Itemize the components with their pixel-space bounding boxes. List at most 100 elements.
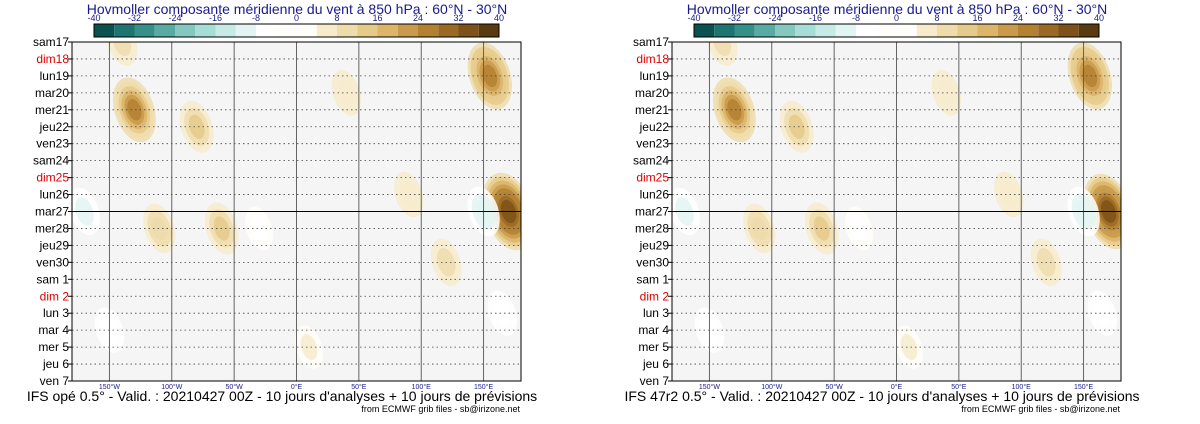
colorbar-swatch	[815, 24, 836, 37]
wind-anomaly-feature	[112, 77, 156, 143]
day-label: mar20	[35, 86, 69, 100]
chart-title: Hovmoller composante méridienne du vent …	[87, 1, 508, 17]
wind-anomaly-contour	[900, 334, 918, 361]
longitude-label: 0°E	[291, 383, 303, 391]
colorbar-tick-label: -32	[128, 13, 141, 23]
colorbar	[693, 23, 1100, 38]
day-label: mer21	[635, 103, 669, 117]
wind-anomaly-feature	[894, 325, 923, 369]
source-credit: from ECMWF grib files - sb@irizone.net	[361, 404, 520, 414]
longitude-label: 150°W	[699, 383, 720, 391]
colorbar-tick-label: 8	[934, 13, 939, 23]
wind-anomaly-contour	[188, 114, 205, 139]
colorbar-tick-label: -16	[209, 13, 222, 23]
wind-anomaly-feature	[179, 100, 214, 153]
wind-anomaly-contour	[751, 216, 767, 241]
colorbar-swatch	[357, 24, 378, 37]
wind-anomaly-contour	[337, 79, 356, 107]
colorbar-tick-label: 16	[972, 13, 982, 23]
day-label: dim 2	[640, 289, 670, 303]
longitude-label: 50°W	[826, 383, 844, 391]
day-label: mer28	[635, 221, 669, 235]
colorbar-swatch	[276, 24, 297, 37]
colorbar-swatch	[1078, 24, 1099, 37]
colorbar	[93, 23, 500, 38]
wind-anomaly-contour	[482, 64, 498, 88]
longitude-label: 100°E	[412, 383, 431, 391]
wind-anomaly-contour	[1093, 299, 1112, 327]
day-label: mar 4	[38, 323, 69, 337]
colorbar-swatch	[175, 24, 196, 37]
wind-anomaly-feature	[712, 77, 756, 143]
footer-caption: IFS 47r2 0.5° - Valid. : 20210427 00Z - …	[624, 388, 1139, 404]
colorbar-tick-label: -8	[852, 13, 860, 23]
wind-anomaly-contour	[106, 42, 138, 66]
day-label: jeu 6	[42, 357, 69, 371]
longitude-axis-labels: 150°W 100°W 50°W 0°E 50°E 100°E 150°E	[99, 383, 494, 391]
colorbar-swatch	[997, 24, 1018, 37]
day-label: jeu22	[639, 120, 670, 134]
day-label: mar27	[35, 205, 69, 219]
plot-area	[672, 42, 1121, 381]
day-label: sam17	[633, 35, 669, 49]
wind-anomaly-contour	[999, 180, 1018, 209]
colorbar-swatch	[795, 24, 816, 37]
colorbar-frame	[693, 23, 1100, 38]
wind-anomaly-feature	[845, 206, 874, 251]
day-label: ven 7	[640, 374, 670, 388]
wind-anomaly-feature	[931, 70, 962, 116]
colorbar-tick-label: 0	[894, 13, 899, 23]
colorbar-swatch	[418, 24, 439, 37]
colorbar-tick-label: -40	[87, 13, 100, 23]
day-label: lun26	[40, 188, 70, 202]
colorbar-swatch	[114, 24, 135, 37]
colorbar-tick-label: 40	[1094, 13, 1104, 23]
day-label: dim18	[636, 52, 669, 66]
colorbar-swatch	[397, 24, 418, 37]
colorbar-tick-label: -24	[168, 13, 181, 23]
colorbar-swatch	[916, 24, 937, 37]
colorbar-tick-label: -32	[728, 13, 741, 23]
day-label: jeu29	[639, 238, 670, 252]
day-label: sam24	[633, 154, 669, 168]
hovmoller-panel-right: Hovmoller composante méridienne du vent …	[600, 0, 1200, 424]
day-label: ven 7	[40, 374, 70, 388]
wind-anomaly-feature	[245, 206, 274, 251]
grid-lines	[68, 41, 521, 382]
colorbar-tick-label: 32	[1053, 13, 1063, 23]
day-label: ven30	[636, 255, 669, 269]
colorbar-tick-label: 24	[1013, 13, 1023, 23]
colorbar-swatch	[154, 24, 175, 37]
colorbar-swatch	[876, 24, 897, 37]
wind-anomaly-contour	[850, 215, 868, 242]
day-label: sam 1	[36, 272, 69, 286]
colorbar-ticks: -40 -32 -24 -16 -8 0 8 16 24 32 40	[687, 13, 1104, 23]
colorbar-swatch	[377, 24, 398, 37]
colorbar-swatch	[316, 24, 337, 37]
wind-anomaly-contour	[788, 114, 805, 139]
wind-anomaly-field	[672, 42, 1121, 369]
colorbar-swatch	[94, 24, 115, 37]
wind-anomaly-feature	[1087, 290, 1118, 336]
day-label: lun19	[640, 69, 670, 83]
wind-anomaly-feature	[487, 290, 518, 336]
colorbar-swatch	[195, 24, 216, 37]
colorbar-tick-label: 32	[453, 13, 463, 23]
day-label: sam17	[33, 35, 69, 49]
hovmoller-panel-left: Hovmoller composante méridienne du vent …	[27, 1, 537, 414]
longitude-axis-labels: 150°W 100°W 50°W 0°E 50°E 100°E 150°E	[699, 383, 1094, 391]
colorbar-frame	[93, 23, 500, 38]
day-label: mer 5	[38, 340, 69, 354]
day-label: dim25	[36, 171, 69, 185]
day-label: ven23	[36, 137, 69, 151]
colorbar-swatch	[896, 24, 917, 37]
day-label: dim25	[636, 171, 669, 185]
day-label: mar 4	[638, 323, 669, 337]
plot-frame	[671, 41, 1122, 382]
day-label: ven23	[636, 137, 669, 151]
colorbar-swatch	[1058, 24, 1079, 37]
wind-anomaly-contour	[706, 42, 738, 66]
colorbar-swatch	[856, 24, 877, 37]
day-label: sam24	[33, 154, 69, 168]
colorbar-swatch	[256, 24, 277, 37]
